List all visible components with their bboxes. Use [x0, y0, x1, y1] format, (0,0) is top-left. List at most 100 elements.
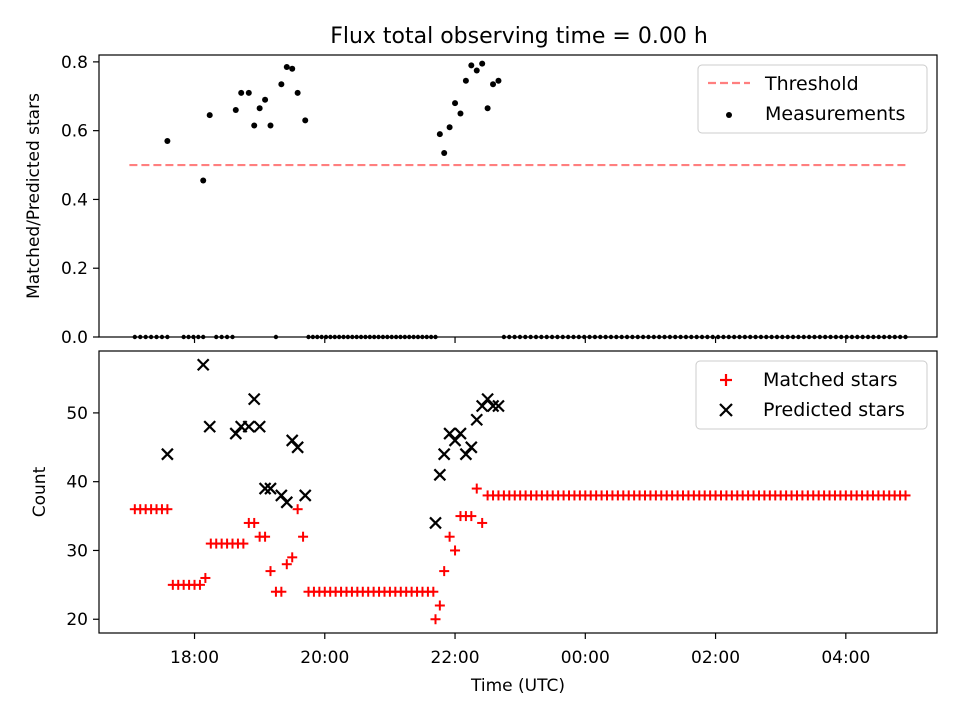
- x-tick-label: 00:00: [561, 648, 610, 668]
- predicted-star-point: [242, 420, 256, 433]
- measurement-point: [473, 67, 480, 74]
- matched-star-point: [298, 531, 309, 542]
- zero-measurement-point: [407, 334, 412, 340]
- zero-measurement-point: [871, 334, 876, 340]
- matched-star-point: [471, 483, 482, 494]
- top-y-tick-label: 0.2: [61, 259, 88, 279]
- zero-measurement-point: [892, 334, 898, 340]
- zero-measurement-point: [376, 334, 381, 340]
- zero-measurement-point: [138, 334, 143, 340]
- bottom-y-tick-label: 30: [66, 541, 88, 561]
- top-y-tick-label: 0.0: [61, 328, 88, 348]
- zero-measurement-point: [549, 334, 555, 340]
- zero-measurement-point: [328, 334, 333, 340]
- zero-measurement-point: [544, 334, 549, 340]
- top-legend-box: [697, 64, 928, 134]
- zero-measurement-point: [380, 334, 386, 340]
- predicted-star-point: [196, 358, 210, 372]
- zero-measurement-point: [769, 334, 774, 340]
- x-tick-label: 22:00: [431, 648, 480, 668]
- top-y-tick-label: 0.6: [61, 122, 88, 142]
- measurement-point: [278, 81, 285, 88]
- measurement-point: [262, 96, 269, 103]
- zero-measurement-point: [678, 334, 683, 340]
- zero-measurement-point: [424, 334, 429, 340]
- zero-measurement-point: [528, 334, 533, 340]
- zero-measurement-point: [865, 334, 871, 340]
- measurement-point: [206, 112, 213, 119]
- measurement-point: [256, 105, 263, 112]
- x-axis-label: Time (UTC): [470, 676, 565, 696]
- matched-star-point: [434, 600, 445, 611]
- zero-measurement-point: [389, 334, 394, 340]
- zero-measurement-point: [705, 334, 710, 340]
- zero-measurement-point: [181, 334, 186, 340]
- predicted-star-point: [247, 392, 261, 406]
- top-y-ticks: 0.0 0.2 0.4 0.6 0.8: [61, 53, 99, 348]
- zero-measurement-point: [817, 334, 823, 340]
- zero-measurement-point: [881, 334, 887, 340]
- measurement-point: [238, 89, 245, 96]
- zero-measurement-point: [774, 334, 780, 340]
- zero-measurement-point: [214, 334, 219, 340]
- zero-measurement-point: [737, 334, 742, 340]
- x-tick-label: 02:00: [691, 648, 740, 668]
- measurement-point: [283, 64, 290, 71]
- zero-measurement-point: [715, 334, 721, 340]
- zero-measurement-point: [828, 334, 833, 340]
- zero-measurement-point: [748, 334, 753, 340]
- zero-measurement-point: [363, 334, 368, 340]
- top-marks: [129, 60, 908, 340]
- zero-measurement-point: [624, 334, 630, 340]
- zero-measurement-point: [332, 334, 337, 340]
- zero-measurement-point: [721, 334, 726, 340]
- zero-measurement-point: [411, 334, 416, 340]
- zero-measurement-point: [507, 334, 512, 340]
- zero-measurement-point: [336, 334, 342, 340]
- predicted-star-point: [454, 427, 467, 440]
- zero-measurement-point: [273, 334, 279, 340]
- zero-measurement-point: [323, 334, 329, 340]
- zero-measurement-point: [876, 334, 881, 340]
- matched-star-point: [249, 517, 260, 528]
- zero-measurement-point: [201, 334, 206, 340]
- legend-matched-label: Matched stars: [763, 369, 897, 391]
- legend-predicted-label: Predicted stars: [763, 399, 905, 421]
- matched-star-point: [287, 552, 298, 563]
- zero-measurement-point: [710, 334, 715, 340]
- zero-measurement-point: [319, 334, 324, 340]
- measurement-point: [164, 137, 171, 144]
- zero-measurement-point: [523, 334, 528, 340]
- zero-measurement-point: [780, 334, 785, 340]
- zero-measurement-point: [143, 334, 148, 340]
- zero-measurement-point: [555, 334, 560, 340]
- zero-measurement-point: [371, 334, 377, 340]
- zero-measurement-point: [839, 334, 844, 340]
- legend-measurements-label: Measurements: [765, 103, 905, 125]
- matched-star-point: [477, 517, 488, 528]
- zero-measurement-point: [742, 334, 748, 340]
- legend-measurements-swatch: [726, 112, 732, 118]
- zero-measurement-point: [501, 334, 507, 340]
- measurement-point: [490, 81, 497, 88]
- zero-measurement-point: [315, 334, 320, 340]
- predicted-star-point: [161, 447, 174, 461]
- zero-measurement-point: [608, 334, 614, 340]
- zero-measurement-point: [903, 334, 908, 340]
- zero-measurement-point: [662, 334, 667, 340]
- zero-measurement-point: [619, 334, 624, 340]
- top-panel: 0.00.20.40.60.8 Matched/Predicted stars …: [24, 53, 938, 348]
- matched-star-point: [276, 586, 287, 597]
- zero-measurement-point: [790, 334, 796, 340]
- measurement-point: [245, 89, 252, 96]
- zero-measurement-point: [694, 334, 699, 340]
- measurement-point: [446, 124, 453, 131]
- x-tick-label: 18:00: [170, 648, 219, 668]
- top-legend: Threshold Measurements: [697, 64, 928, 134]
- bottom-marks: [129, 358, 911, 625]
- measurement-point: [289, 65, 296, 72]
- predicted-star-point: [492, 399, 505, 413]
- zero-measurement-point: [598, 334, 603, 340]
- zero-measurement-point: [358, 334, 364, 340]
- matched-star-point: [466, 511, 477, 522]
